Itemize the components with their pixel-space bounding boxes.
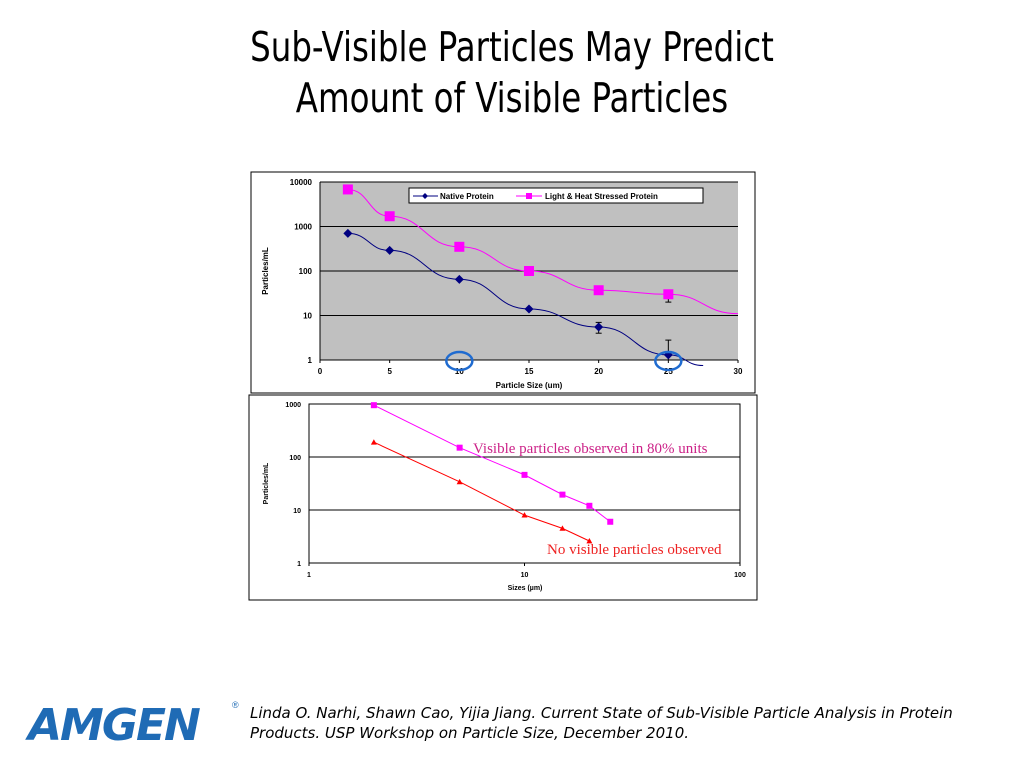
chart1-y-tick-label: 100 (299, 267, 313, 276)
chart2-point (586, 538, 593, 544)
chart2-x-tick-label: 10 (521, 572, 529, 579)
amgen-logo: AMGEN (28, 700, 201, 751)
chart1-y-tick-label: 1 (308, 356, 313, 365)
chart1-point (454, 274, 464, 284)
citation: Linda O. Narhi, Shawn Cao, Yijia Jiang. … (250, 704, 953, 742)
chart1-x-tick-label: 20 (594, 367, 603, 376)
chart2-y-tick-label: 1 (297, 561, 301, 568)
chart2-y-tick-label: 100 (289, 455, 301, 462)
chart1-y-axis-label: Particles/mL (261, 247, 270, 295)
chart1-x-tick-label: 25 (664, 367, 673, 376)
slide-title: Sub-Visible Particles May Predict Amount… (61, 22, 962, 124)
chart2-point (586, 502, 593, 509)
chart1-point (384, 211, 395, 222)
legend-label-stressed: Light & Heat Stressed Protein (545, 192, 658, 201)
chart1-point (385, 245, 395, 255)
chart2-y-tick-label: 10 (293, 508, 301, 515)
title-line-2: Amount of Visible Particles (295, 74, 729, 122)
chart2-point (370, 439, 377, 445)
highlight-circle (445, 350, 474, 372)
legend-marker-stressed (526, 193, 532, 199)
chart2-point (559, 525, 566, 531)
chart2-point (370, 402, 377, 409)
chart1-point (454, 241, 465, 252)
chart1-x-tick-label: 5 (387, 367, 392, 376)
chart1-x-axis-label: Particle Size (um) (496, 381, 563, 390)
chart2-x-tick-label: 1 (307, 572, 311, 579)
chart2-series-line-0 (373, 404, 611, 523)
chart2-point (607, 518, 614, 525)
legend-marker-native (422, 193, 428, 199)
chart1-x-tick-label: 30 (734, 367, 743, 376)
chart2-point (559, 491, 566, 498)
chart2-point (456, 478, 463, 485)
chart1-point (663, 289, 674, 300)
chart2-plot-area (308, 403, 741, 564)
chart1-x-tick-label: 15 (525, 367, 534, 376)
chart2-point (456, 444, 463, 451)
chart1-y-tick-label: 10000 (290, 178, 313, 187)
annotation-visible-particles: Visible particles observed in 80% units (473, 441, 708, 457)
annotation-no-visible-particles: No visible particles observed (547, 542, 722, 558)
chart2-x-axis-label: Sizes (µm) (508, 585, 543, 592)
chart2-point (521, 512, 528, 518)
chart1-point (524, 266, 534, 276)
chart2-x-tick-label: 100 (734, 572, 746, 579)
chart1-point (594, 322, 604, 332)
chart1-x-tick-label: 10 (455, 367, 464, 376)
highlight-circle (654, 350, 683, 372)
chart2-y-axis-label: Particles/mL (263, 462, 270, 504)
chart1-x-tick-label: 0 (318, 367, 323, 376)
chart1-legend (408, 187, 704, 204)
chart1-y-tick-label: 1000 (294, 223, 312, 232)
chart1-point (342, 184, 353, 195)
registered-mark: ® (232, 700, 239, 710)
chart2-point (521, 471, 528, 478)
chart1-point (343, 228, 353, 238)
chart1-point (593, 285, 604, 296)
chart2-y-tick-label: 1000 (285, 402, 301, 409)
title-line-1: Sub-Visible Particles May Predict (250, 23, 774, 71)
legend-label-native: Native Protein (440, 192, 494, 201)
chart1-point (524, 304, 534, 314)
chart1-y-tick-label: 10 (303, 312, 312, 321)
